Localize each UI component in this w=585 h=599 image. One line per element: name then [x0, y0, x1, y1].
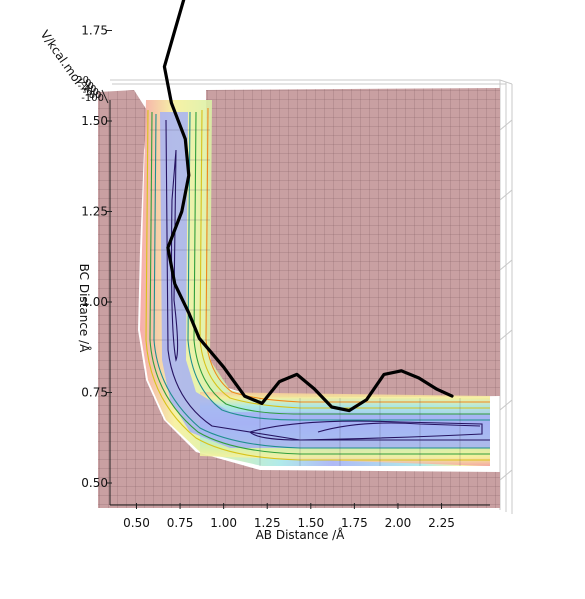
energy-plateau — [98, 88, 500, 508]
contour-lines — [145, 107, 490, 461]
z-tick-label: -20 — [78, 81, 94, 92]
y-tick-label: 1.00 — [81, 295, 108, 309]
y-tick-label: 1.25 — [81, 205, 108, 219]
x-tick-label: 2.25 — [428, 516, 455, 530]
y-tick-label: 0.75 — [81, 386, 108, 400]
z-tick-label: 0 — [85, 78, 91, 89]
x-tick-label: 2.00 — [385, 516, 412, 530]
y-tick-labels: 0.500.751.001.251.501.752.002.25 — [81, 24, 112, 490]
z-tick-label: -100 — [81, 93, 104, 104]
x-tick-label: 1.50 — [297, 516, 324, 530]
x-axis-label: AB Distance /Å — [256, 527, 346, 542]
x-tick-labels: 0.50 0.75 1.00 1.25 1.50 1.75 2.00 2.25 — [123, 503, 455, 530]
z-tick-label: -60 — [83, 87, 99, 98]
y-tick-label: 1.50 — [81, 114, 108, 128]
y-tick-label: 0.50 — [81, 476, 108, 490]
y-axis-label: BC Distance /Å — [77, 264, 92, 354]
trajectory-line — [162, 0, 454, 413]
y-tick-label: 1.75 — [81, 24, 108, 38]
x-tick-label: 1.75 — [341, 516, 368, 530]
z-tick-label: -40 — [80, 84, 96, 95]
z-tick-label: 20 — [76, 75, 89, 86]
x-tick-label: 0.75 — [167, 516, 194, 530]
z-tick-label: -80 — [85, 90, 101, 101]
x-tick-label: 1.25 — [254, 516, 281, 530]
x-tick-label: 0.50 — [123, 516, 150, 530]
z-axis-label: V/kcal.mol⁻¹ — [38, 28, 92, 97]
x-tick-label: 1.00 — [210, 516, 237, 530]
